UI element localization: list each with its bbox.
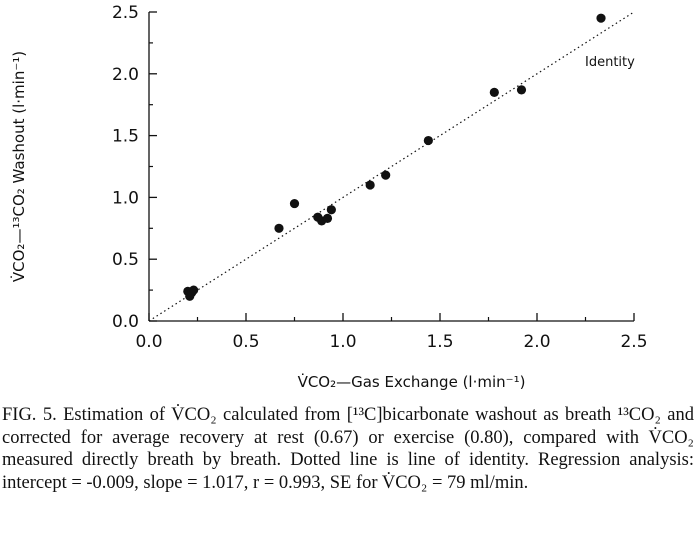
data-points <box>183 13 606 301</box>
figure-label: FIG. 5. <box>2 405 57 425</box>
data-point <box>322 213 333 224</box>
identity-label: Identity <box>585 55 635 70</box>
x-tick-label: 1.0 <box>329 332 356 352</box>
x-tick: 1.5 <box>426 313 490 352</box>
y-tick-label: 2.5 <box>112 3 139 23</box>
y-tick-label: 1.0 <box>112 188 139 208</box>
data-point <box>289 198 300 209</box>
x-tick-label: 2.5 <box>620 332 647 352</box>
caption-text: Estimation of V̇CO₂ calculated from [¹³C… <box>2 405 694 493</box>
y-tick: 1.5 <box>112 104 157 147</box>
figure-caption: FIG. 5. Estimation of V̇CO₂ calculated f… <box>2 404 694 494</box>
y-tick-label: 1.5 <box>112 127 139 147</box>
y-tick-label: 0.0 <box>112 312 139 332</box>
y-axis-ticks: 0.0 0.5 1.0 1.5 2.0 2.5 <box>112 3 157 332</box>
y-axis-title: V̇CO₂—¹³CO₂ Washout (l·min⁻¹) <box>9 51 28 282</box>
data-point <box>274 223 284 233</box>
scatter-chart: 0.0 0.5 1.0 1.5 2.0 2.5 0.0 0.5 1.0 1.5 2.0 2.5 Id… <box>9 3 647 391</box>
data-point <box>326 205 336 215</box>
y-tick: 1.0 <box>112 165 157 208</box>
y-tick: 2.0 <box>112 42 157 85</box>
data-point <box>423 135 433 146</box>
y-tick-label: 0.5 <box>112 250 139 270</box>
x-tick: 1.0 <box>329 313 393 352</box>
data-point <box>365 180 375 190</box>
x-tick: 0.5 <box>232 313 296 352</box>
x-axis-ticks: 0.0 0.5 1.0 1.5 2.0 2.5 <box>135 313 648 352</box>
y-tick: 0.5 <box>112 227 157 270</box>
data-point <box>596 13 606 23</box>
x-tick-label: 1.5 <box>426 332 453 352</box>
x-tick-label: 0.5 <box>232 332 259 352</box>
data-point <box>516 85 527 95</box>
y-tick: 0.0 <box>112 289 157 332</box>
plot-area: 0.0 0.5 1.0 1.5 2.0 2.5 0.0 0.5 1.0 1.5 2.0 2.5 Id… <box>9 3 647 391</box>
data-point <box>381 170 391 180</box>
x-tick: 2.0 <box>523 313 587 352</box>
x-tick: 0.0 <box>135 313 199 352</box>
x-axis-title: V̇CO₂—Gas Exchange (l·min⁻¹) <box>298 372 526 391</box>
data-point <box>189 285 199 295</box>
data-point <box>489 87 499 97</box>
y-tick-label: 2.0 <box>112 65 139 85</box>
y-tick: 2.5 <box>112 3 157 23</box>
x-tick-label: 0.0 <box>135 332 162 352</box>
x-tick: 2.5 <box>620 313 648 352</box>
x-tick-label: 2.0 <box>523 332 550 352</box>
identity-line <box>148 11 635 322</box>
